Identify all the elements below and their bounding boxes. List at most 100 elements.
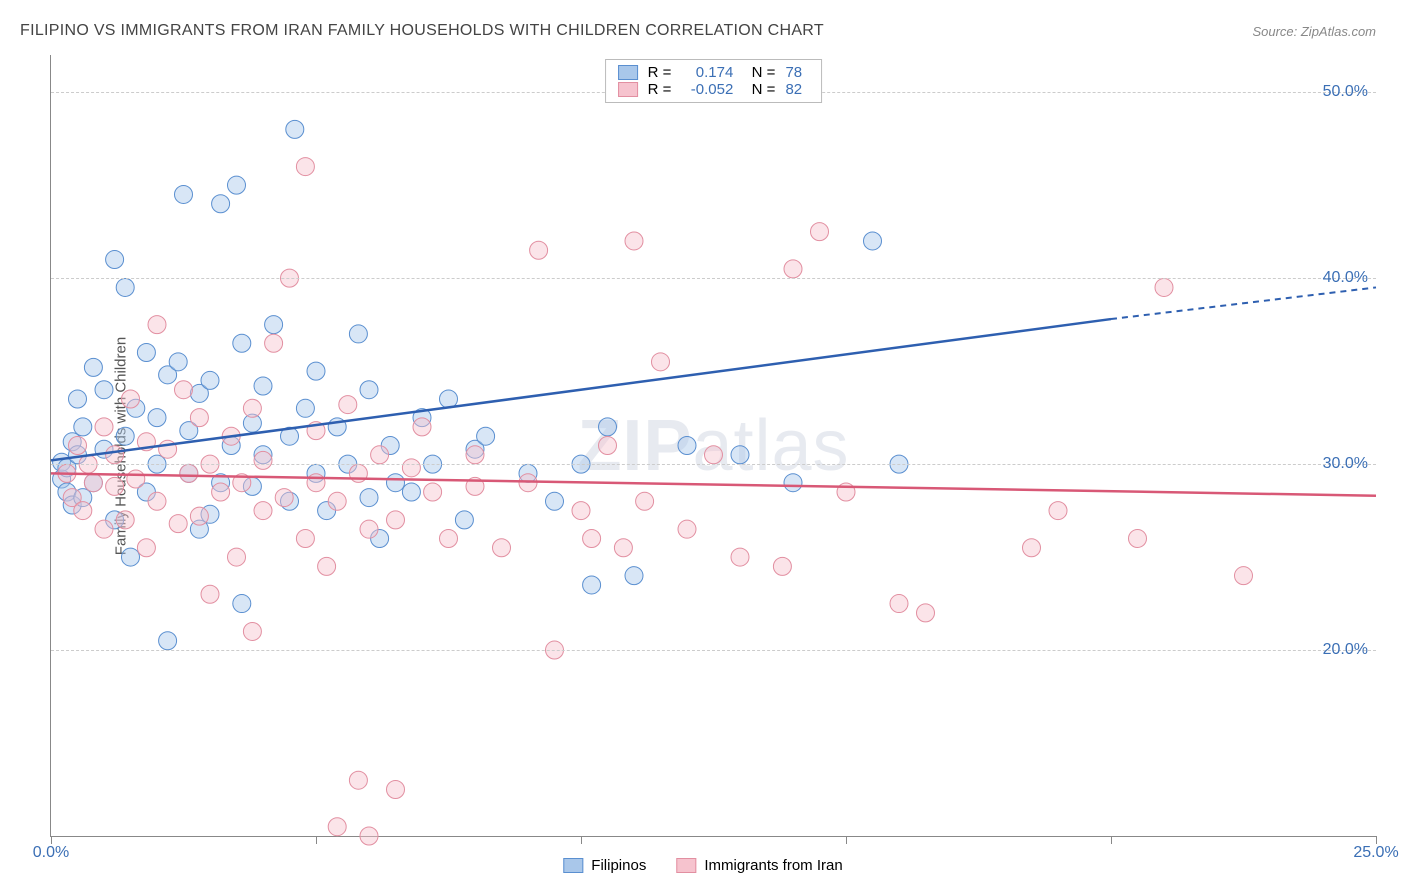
data-point (731, 548, 749, 566)
data-point (705, 446, 723, 464)
data-point (652, 353, 670, 371)
y-tick-label: 30.0% (1323, 455, 1368, 473)
data-point (95, 381, 113, 399)
legend-r-label: R = (648, 64, 672, 81)
data-point (349, 325, 367, 343)
legend-r-value: 0.174 (681, 64, 733, 81)
data-point (254, 377, 272, 395)
data-point (387, 511, 405, 529)
legend-swatch-iran (618, 82, 638, 97)
legend-item-filipinos: Filipinos (563, 857, 646, 874)
data-point (360, 520, 378, 538)
data-point (1129, 529, 1147, 547)
data-point (116, 511, 134, 529)
data-point (1023, 539, 1041, 557)
regression-line-filipinos-dashed (1111, 287, 1376, 319)
data-point (307, 362, 325, 380)
data-point (1235, 567, 1253, 585)
data-point (122, 390, 140, 408)
data-point (493, 539, 511, 557)
data-point (625, 567, 643, 585)
data-point (307, 474, 325, 492)
data-point (466, 446, 484, 464)
x-tick-mark (51, 836, 52, 844)
data-point (169, 515, 187, 533)
data-point (228, 176, 246, 194)
data-point (201, 585, 219, 603)
x-tick-label: 25.0% (1353, 844, 1398, 862)
legend-n-value: 78 (785, 64, 809, 81)
data-point (106, 251, 124, 269)
legend-r-label: R = (648, 81, 672, 98)
data-point (74, 418, 92, 436)
data-point (95, 418, 113, 436)
gridline (51, 464, 1376, 465)
data-point (233, 334, 251, 352)
data-point (339, 396, 357, 414)
data-point (678, 437, 696, 455)
data-point (180, 464, 198, 482)
legend-row: R = 0.174 N = 78 (618, 64, 810, 81)
data-point (175, 381, 193, 399)
data-point (122, 548, 140, 566)
legend-r-value: -0.052 (681, 81, 733, 98)
data-point (440, 529, 458, 547)
data-point (599, 418, 617, 436)
data-point (169, 353, 187, 371)
data-point (583, 576, 601, 594)
data-point (614, 539, 632, 557)
y-tick-label: 50.0% (1323, 83, 1368, 101)
data-point (254, 451, 272, 469)
legend-n-label: N = (743, 81, 775, 98)
data-point (254, 502, 272, 520)
y-tick-label: 20.0% (1323, 641, 1368, 659)
data-point (84, 358, 102, 376)
x-tick-label: 0.0% (33, 844, 69, 862)
source-label: Source: ZipAtlas.com (1252, 24, 1376, 39)
data-point (106, 446, 124, 464)
data-point (360, 827, 378, 845)
data-point (530, 241, 548, 259)
data-point (625, 232, 643, 250)
data-point (148, 492, 166, 510)
data-point (84, 474, 102, 492)
x-tick-mark (316, 836, 317, 844)
data-point (731, 446, 749, 464)
legend-label: Immigrants from Iran (704, 857, 842, 874)
x-tick-mark (581, 836, 582, 844)
data-point (296, 158, 314, 176)
legend-n-value: 82 (785, 81, 809, 98)
data-point (678, 520, 696, 538)
correlation-legend: R = 0.174 N = 78 R = -0.052 N = 82 (605, 59, 823, 103)
data-point (387, 781, 405, 799)
data-point (116, 278, 134, 296)
data-point (265, 316, 283, 334)
legend-swatch-filipinos (618, 65, 638, 80)
data-point (201, 371, 219, 389)
data-point (106, 477, 124, 495)
data-point (69, 390, 87, 408)
data-point (212, 195, 230, 213)
data-point (1049, 502, 1067, 520)
y-tick-label: 40.0% (1323, 269, 1368, 287)
data-point (116, 427, 134, 445)
data-point (360, 381, 378, 399)
data-point (233, 595, 251, 613)
data-point (212, 483, 230, 501)
data-point (599, 437, 617, 455)
data-point (402, 483, 420, 501)
data-point (159, 632, 177, 650)
data-point (243, 622, 261, 640)
data-point (318, 557, 336, 575)
data-point (148, 316, 166, 334)
data-point (228, 548, 246, 566)
gridline (51, 278, 1376, 279)
data-point (175, 185, 193, 203)
chart-title: FILIPINO VS IMMIGRANTS FROM IRAN FAMILY … (20, 22, 824, 40)
data-point (371, 446, 389, 464)
data-point (773, 557, 791, 575)
data-point (1155, 278, 1173, 296)
data-point (286, 120, 304, 138)
data-point (243, 399, 261, 417)
data-point (413, 418, 431, 436)
